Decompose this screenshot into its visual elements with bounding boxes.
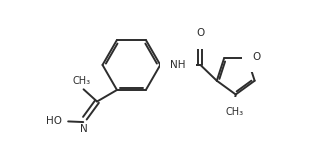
Text: HO: HO [46, 116, 62, 126]
Text: CH₃: CH₃ [225, 107, 243, 117]
Text: CH₃: CH₃ [73, 76, 91, 86]
Text: N: N [80, 124, 88, 134]
Text: NH: NH [170, 60, 186, 70]
Text: O: O [252, 52, 261, 62]
Text: O: O [196, 28, 205, 38]
